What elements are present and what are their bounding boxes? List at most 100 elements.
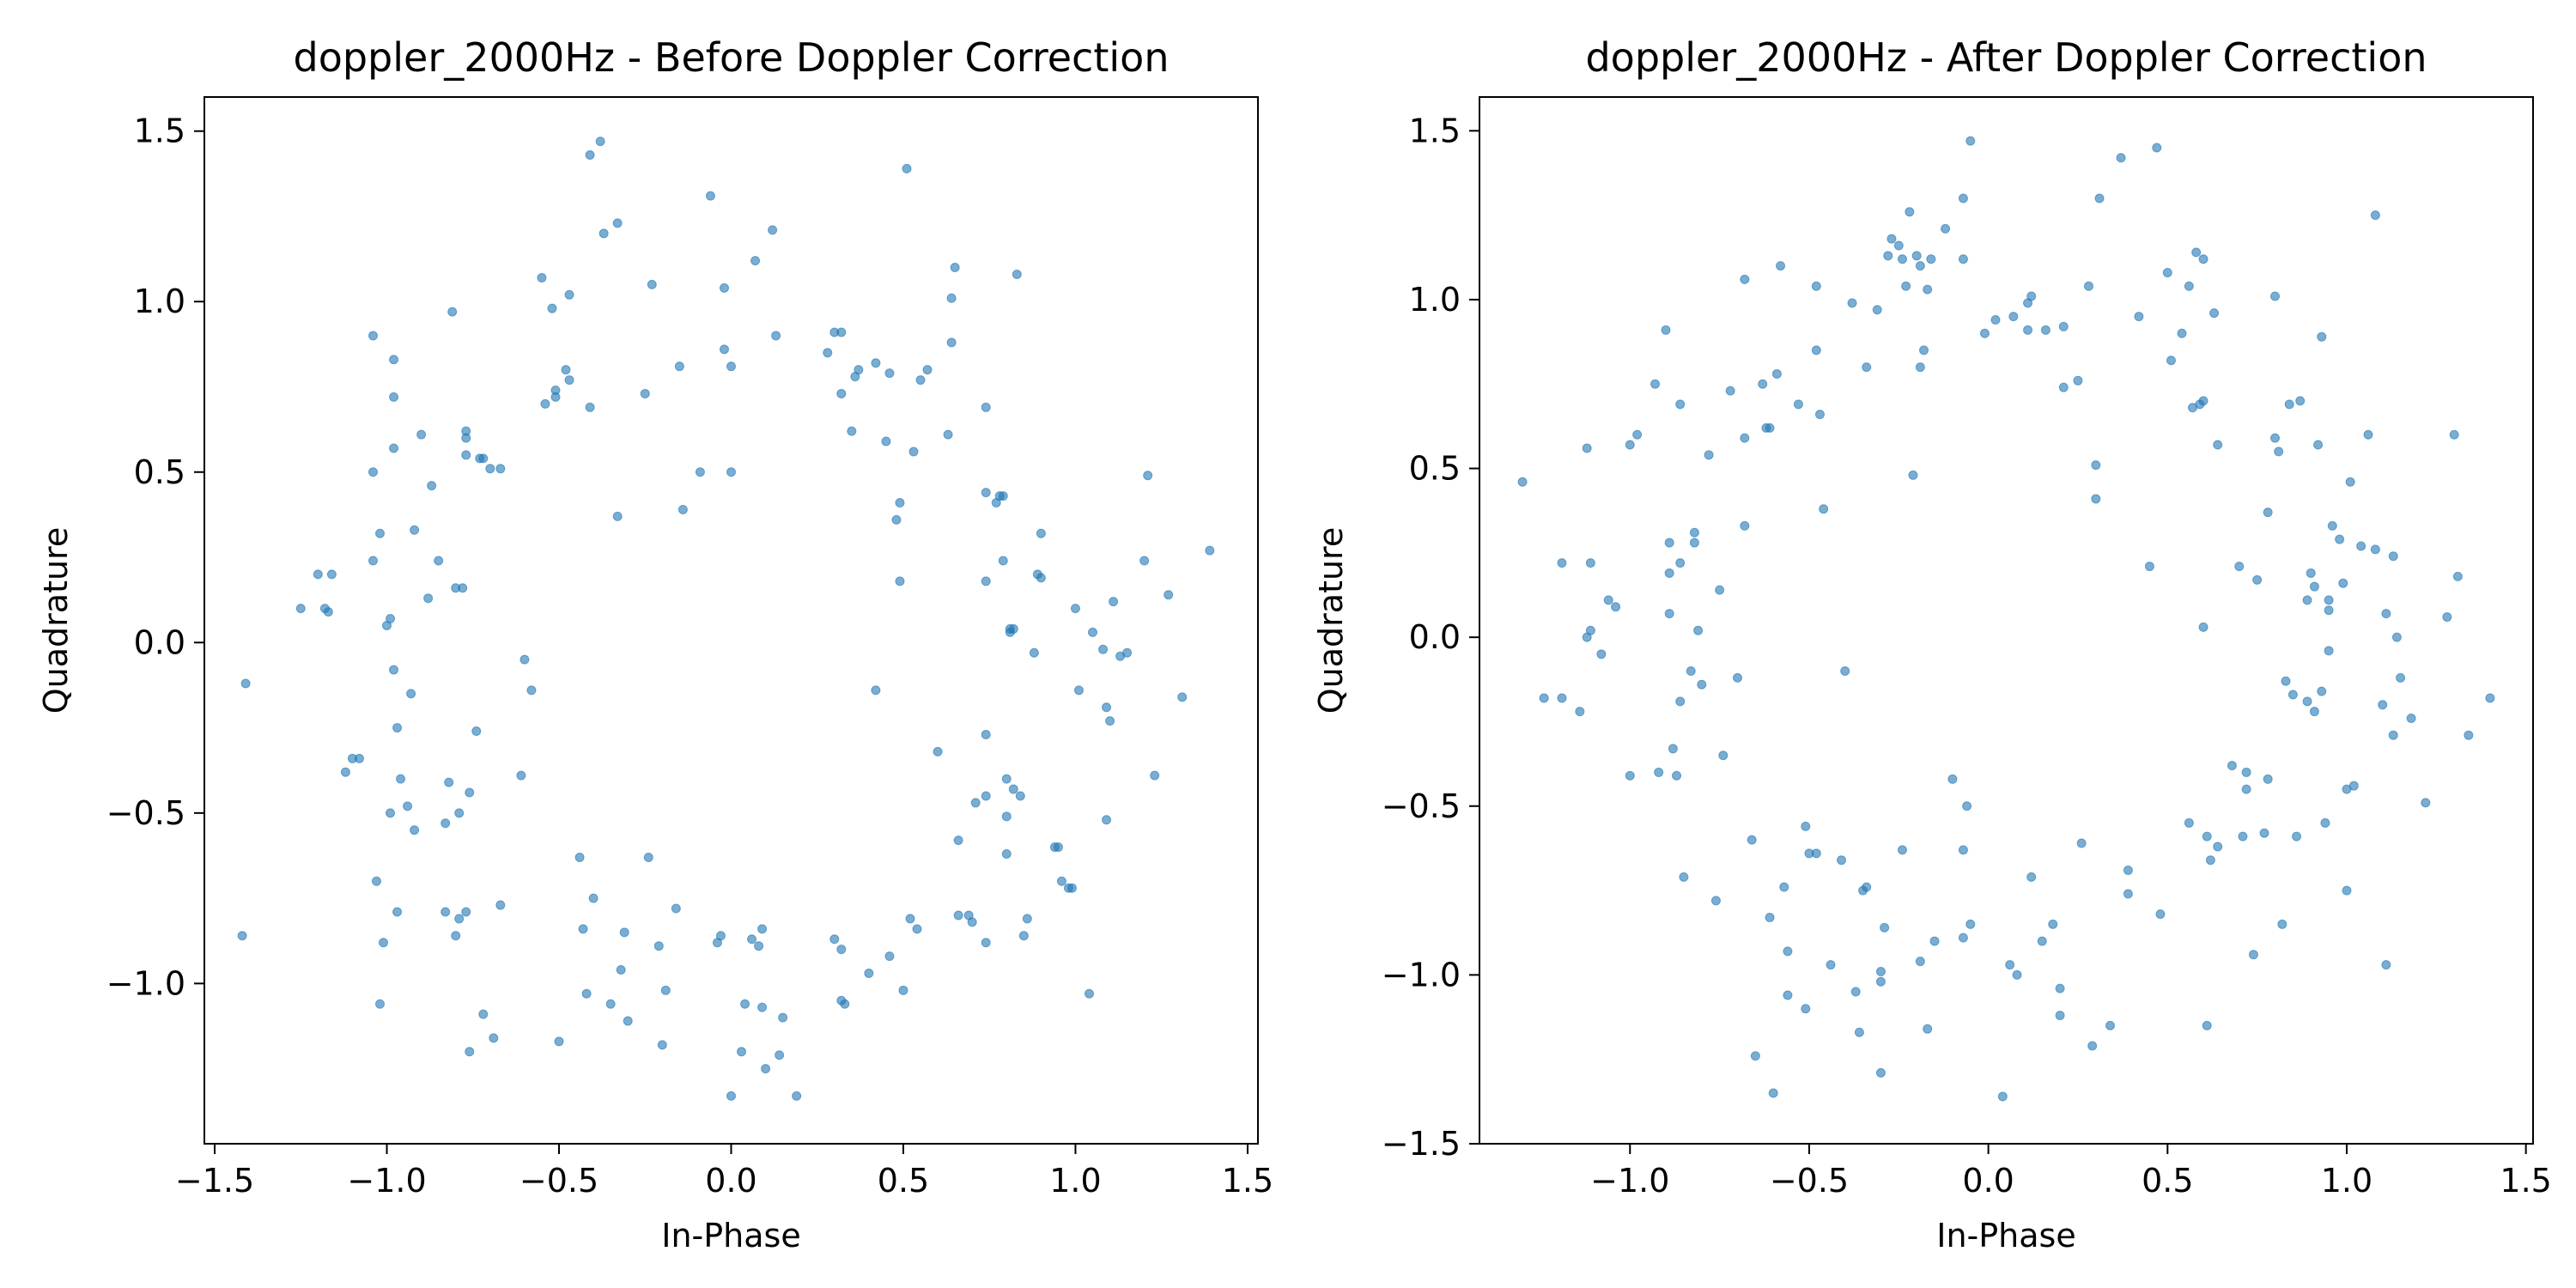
left-data-point xyxy=(891,514,902,525)
left-data-point xyxy=(440,818,451,829)
right-data-point xyxy=(1675,696,1686,707)
right-data-point xyxy=(1557,693,1567,703)
right-data-point xyxy=(2026,872,2037,882)
right-plot-frame xyxy=(1479,96,2534,1145)
right-data-point xyxy=(2241,767,2251,777)
left-data-point xyxy=(761,1064,771,1074)
right-data-point xyxy=(1801,1004,1811,1014)
right-data-point xyxy=(1654,767,1664,777)
right-data-point xyxy=(2155,909,2166,920)
right-data-point xyxy=(2058,321,2069,331)
left-data-point xyxy=(612,218,623,228)
right-data-point xyxy=(2091,460,2101,471)
left-y-tick-label: 1.5 xyxy=(134,112,185,150)
right-data-point xyxy=(1923,284,1933,295)
right-y-tick-label: 1.5 xyxy=(1409,112,1461,149)
right-data-point xyxy=(1929,936,1940,946)
left-data-point xyxy=(410,525,420,535)
right-data-point xyxy=(2324,595,2334,605)
right-data-point xyxy=(1883,251,1893,261)
right-data-point xyxy=(2184,817,2194,828)
left-data-point xyxy=(1029,647,1039,658)
right-data-point xyxy=(2381,609,2391,619)
left-data-point xyxy=(981,402,991,412)
right-data-point xyxy=(1875,976,1886,987)
right-data-point xyxy=(1758,379,1768,389)
right-data-point xyxy=(2134,312,2144,322)
right-data-point xyxy=(1710,896,1721,906)
right-data-point xyxy=(2396,672,2406,683)
left-data-point xyxy=(674,361,684,372)
right-data-point xyxy=(2005,960,2015,970)
left-data-point xyxy=(389,355,399,365)
right-data-point xyxy=(2023,325,2033,335)
right-data-point xyxy=(1715,585,1725,595)
left-y-tick-label: 0.5 xyxy=(134,453,185,491)
right-data-point xyxy=(2184,281,2194,291)
left-data-point xyxy=(465,787,475,798)
right-x-tick-label: −1.0 xyxy=(1590,1162,1669,1200)
right-data-point xyxy=(1661,325,1671,335)
left-data-point xyxy=(871,358,881,368)
left-x-tick-label: 1.0 xyxy=(1049,1162,1101,1200)
right-data-point xyxy=(1664,568,1674,578)
right-data-points xyxy=(1517,136,2495,1102)
right-data-point xyxy=(2370,210,2380,221)
right-data-point xyxy=(2202,831,2212,841)
left-data-point xyxy=(564,289,574,300)
right-data-point xyxy=(1693,625,1704,635)
right-data-point xyxy=(1919,345,1929,355)
left-data-point xyxy=(454,914,465,924)
right-data-point xyxy=(1625,770,1635,781)
left-data-point xyxy=(747,934,757,945)
right-data-point xyxy=(2026,291,2037,301)
right-data-point xyxy=(1664,538,1674,548)
left-data-point xyxy=(1098,644,1109,654)
left-data-point xyxy=(392,723,403,733)
right-data-point xyxy=(2091,494,2101,504)
right-data-point xyxy=(2309,707,2319,717)
right-data-point xyxy=(2263,507,2273,518)
right-data-point xyxy=(2166,355,2176,366)
right-data-point xyxy=(1958,933,1968,943)
right-data-point xyxy=(2370,544,2380,555)
left-data-point xyxy=(884,368,895,379)
left-data-point xyxy=(1070,604,1080,614)
left-y-tick-label: −1.0 xyxy=(106,964,185,1002)
right-data-point xyxy=(1947,774,1958,784)
right-data-point xyxy=(1585,625,1595,635)
left-data-point xyxy=(1056,876,1066,886)
left-data-point xyxy=(864,968,874,978)
left-data-point xyxy=(1001,811,1012,822)
left-data-point xyxy=(605,999,616,1009)
left-data-point xyxy=(946,337,957,348)
left-data-point xyxy=(943,429,953,440)
right-data-point xyxy=(1689,527,1699,538)
right-data-point xyxy=(1814,410,1825,420)
left-data-point xyxy=(715,931,726,941)
left-data-point xyxy=(423,593,434,604)
left-data-point xyxy=(471,726,482,737)
left-data-point xyxy=(574,852,585,862)
left-data-point xyxy=(1102,702,1112,713)
right-data-point xyxy=(1776,261,1786,271)
right-data-point xyxy=(1697,679,1707,690)
right-data-point xyxy=(2391,632,2402,642)
right-data-point xyxy=(1979,328,1990,338)
right-data-point xyxy=(2259,828,2269,838)
left-data-point xyxy=(660,985,671,995)
left-data-point xyxy=(454,808,465,818)
right-data-point xyxy=(1911,251,1922,261)
right-data-point xyxy=(2198,254,2208,264)
right-data-point xyxy=(2263,774,2273,784)
right-data-point xyxy=(1837,855,1847,866)
left-data-point xyxy=(775,1050,785,1060)
right-data-point xyxy=(1958,254,1968,264)
right-data-point xyxy=(1779,882,1789,892)
right-data-point xyxy=(2055,983,2065,993)
right-data-point xyxy=(2040,325,2050,335)
left-data-point xyxy=(671,903,681,914)
right-data-point xyxy=(2388,730,2398,740)
right-x-tick-label: 1.0 xyxy=(2321,1162,2372,1200)
right-data-point xyxy=(2205,855,2215,866)
